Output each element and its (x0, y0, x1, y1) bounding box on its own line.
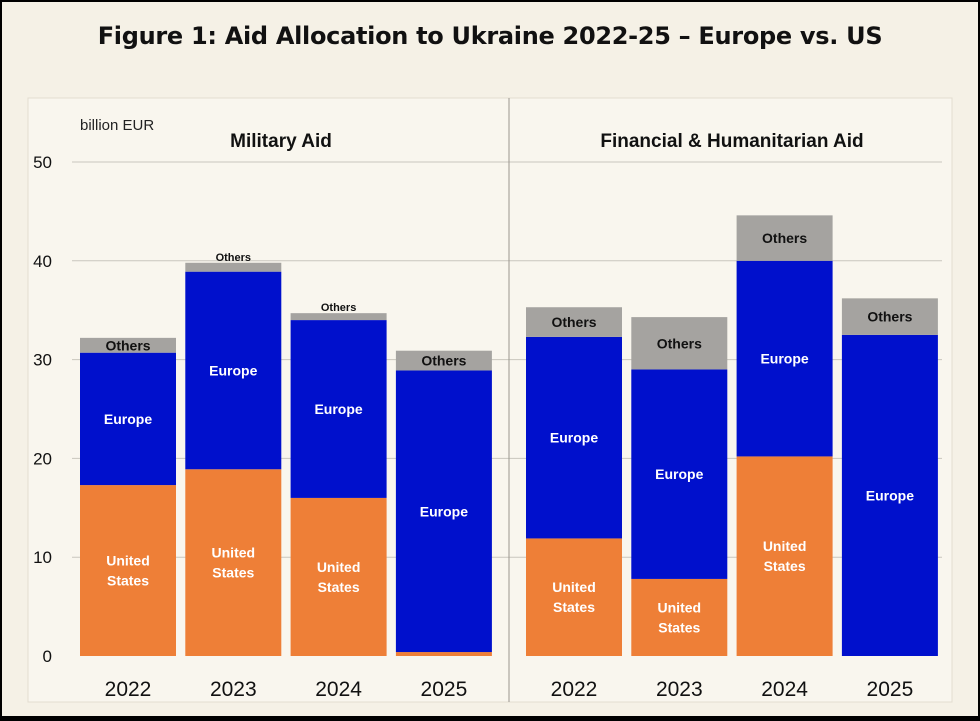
bar-financial-humanitarian-aid-2025-europe (841, 334, 938, 656)
data-label-europe-financial-humanitarian-aid-2025: Europe (866, 487, 914, 503)
y-tick-label-30: 30 (33, 351, 52, 370)
bar-financial-humanitarian-aid-2024-europe (736, 260, 833, 457)
bar-military-aid-2024-united-states (290, 497, 387, 656)
data-label-united-states-military-aid-2022-line2: States (107, 573, 149, 589)
figure-title: Figure 1: Aid Allocation to Ukraine 2022… (97, 22, 883, 50)
x-tick-label-military-aid-2025: 2025 (421, 678, 468, 701)
bar-military-aid-2025-europe (395, 370, 492, 653)
y-tick-label-0: 0 (43, 647, 52, 666)
bar-military-aid-2023-united-states (185, 469, 282, 656)
x-tick-label-financial-humanitarian-aid-2022: 2022 (551, 678, 598, 701)
bar-military-aid-2024-europe (290, 320, 387, 498)
data-label-united-states-financial-humanitarian-aid-2022-line2: States (553, 599, 595, 615)
x-tick-label-financial-humanitarian-aid-2023: 2023 (656, 678, 703, 701)
data-label-united-states-military-aid-2023-line2: States (212, 565, 254, 581)
data-label-europe-financial-humanitarian-aid-2024: Europe (760, 351, 808, 367)
data-label-others-military-aid-2024: Others (321, 302, 356, 314)
data-label-europe-military-aid-2025: Europe (420, 503, 468, 519)
data-label-united-states-financial-humanitarian-aid-2024-line2: States (764, 558, 806, 574)
y-axis-unit-label: billion EUR (80, 117, 154, 134)
data-label-united-states-financial-humanitarian-aid-2024-line1: United (763, 538, 807, 554)
bar-military-aid-2022-united-states (80, 485, 176, 656)
data-label-united-states-financial-humanitarian-aid-2023-line2: States (658, 619, 700, 635)
data-label-europe-military-aid-2024: Europe (314, 401, 362, 417)
y-tick-label-40: 40 (33, 252, 52, 271)
bar-military-aid-2025-others (395, 350, 492, 371)
data-label-united-states-financial-humanitarian-aid-2022-line1: United (552, 579, 596, 595)
data-label-united-states-military-aid-2022-line1: United (106, 553, 150, 569)
bar-financial-humanitarian-aid-2024-united-states (736, 456, 833, 656)
x-tick-label-financial-humanitarian-aid-2025: 2025 (867, 678, 914, 701)
x-tick-label-military-aid-2024: 2024 (315, 678, 362, 701)
bar-military-aid-2023-others (185, 262, 282, 272)
data-label-others-financial-humanitarian-aid-2022: Others (551, 314, 596, 330)
data-label-united-states-military-aid-2023-line1: United (212, 545, 256, 561)
data-label-united-states-military-aid-2024-line2: States (318, 579, 360, 595)
bar-financial-humanitarian-aid-2024-others (736, 215, 833, 261)
bar-military-aid-2025-united-states (395, 652, 492, 656)
y-tick-label-10: 10 (33, 548, 52, 567)
panel-title-military-aid: Military Aid (230, 131, 332, 152)
bar-military-aid-2022-europe (80, 352, 176, 486)
data-label-others-military-aid-2025: Others (421, 353, 466, 369)
data-label-others-financial-humanitarian-aid-2025: Others (867, 309, 912, 325)
bar-financial-humanitarian-aid-2023-others (631, 317, 728, 370)
data-label-europe-military-aid-2022: Europe (104, 411, 152, 427)
data-label-united-states-financial-humanitarian-aid-2023-line1: United (658, 599, 702, 615)
data-label-europe-financial-humanitarian-aid-2023: Europe (655, 466, 703, 482)
bar-financial-humanitarian-aid-2022-europe (526, 336, 622, 539)
bar-military-aid-2024-others (290, 313, 387, 321)
bar-financial-humanitarian-aid-2022-united-states (526, 538, 622, 656)
data-label-others-military-aid-2022: Others (105, 337, 150, 353)
data-label-united-states-military-aid-2024-line1: United (317, 559, 361, 575)
bar-military-aid-2022-others (80, 337, 176, 353)
x-tick-label-military-aid-2022: 2022 (105, 678, 152, 701)
x-tick-label-military-aid-2023: 2023 (210, 678, 257, 701)
x-tick-label-financial-humanitarian-aid-2024: 2024 (761, 678, 808, 701)
data-label-others-financial-humanitarian-aid-2024: Others (762, 230, 807, 246)
panel-title-financial-humanitarian-aid: Financial & Humanitarian Aid (600, 131, 863, 152)
bar-financial-humanitarian-aid-2022-others (526, 307, 622, 337)
bar-financial-humanitarian-aid-2023-europe (631, 369, 728, 579)
y-tick-label-50: 50 (33, 153, 52, 172)
data-label-others-military-aid-2023: Others (216, 252, 251, 264)
bar-military-aid-2023-europe (185, 271, 282, 470)
bar-financial-humanitarian-aid-2025-others (841, 298, 938, 335)
data-label-europe-military-aid-2023: Europe (209, 362, 257, 378)
data-label-europe-financial-humanitarian-aid-2022: Europe (550, 430, 598, 446)
data-label-others-financial-humanitarian-aid-2023: Others (657, 335, 702, 351)
y-tick-label-20: 20 (33, 449, 52, 468)
bar-financial-humanitarian-aid-2023-united-states (631, 578, 728, 656)
